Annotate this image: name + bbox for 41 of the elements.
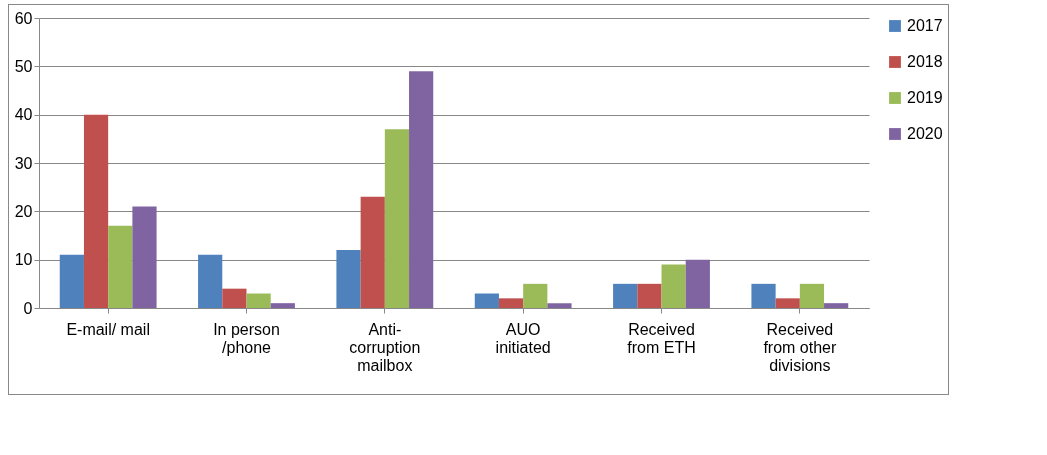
bar: [613, 283, 638, 308]
bar: [637, 283, 662, 308]
bar: [409, 71, 434, 308]
bar: [523, 283, 548, 308]
bar: [270, 303, 295, 308]
bar: [108, 225, 133, 308]
bar: [474, 293, 499, 308]
y-tick-label: 60: [14, 9, 33, 27]
y-tick-label: 30: [14, 154, 33, 172]
bar: [685, 259, 710, 308]
legend-label: 2018: [907, 53, 943, 70]
legend-label: 2019: [907, 89, 943, 106]
bar: [384, 129, 410, 308]
bar: [336, 250, 361, 308]
x-tick-label: Received from other divisions: [763, 320, 837, 374]
x-tick-label: Received from ETH: [627, 320, 696, 356]
y-tick-label: 10: [14, 251, 33, 269]
legend-label: 2020: [907, 125, 943, 142]
y-tick-label: 20: [14, 202, 33, 220]
bar: [360, 196, 385, 308]
bar: [83, 114, 109, 308]
legend-label: 2017: [907, 17, 943, 34]
bar: [59, 254, 84, 308]
y-tick-label: 0: [23, 299, 33, 317]
bar: [222, 288, 247, 308]
x-tick-label: E-mail/ mail: [66, 320, 150, 338]
bar: [498, 298, 524, 308]
bar: [751, 283, 776, 308]
bar: [132, 206, 157, 308]
bar: [799, 283, 825, 308]
bar: [661, 264, 686, 308]
y-tick-label: 50: [14, 57, 33, 75]
bar: [824, 303, 849, 308]
x-tick-label: Anti-corruption mailbox: [349, 320, 421, 374]
x-tick-label: In person /phone: [213, 320, 280, 356]
y-tick-label: 40: [14, 106, 33, 124]
x-tick-label: AUO initiated: [495, 320, 551, 356]
bar: [198, 254, 223, 308]
bar: [246, 293, 271, 308]
bar: [547, 303, 572, 308]
bar: [775, 298, 800, 308]
